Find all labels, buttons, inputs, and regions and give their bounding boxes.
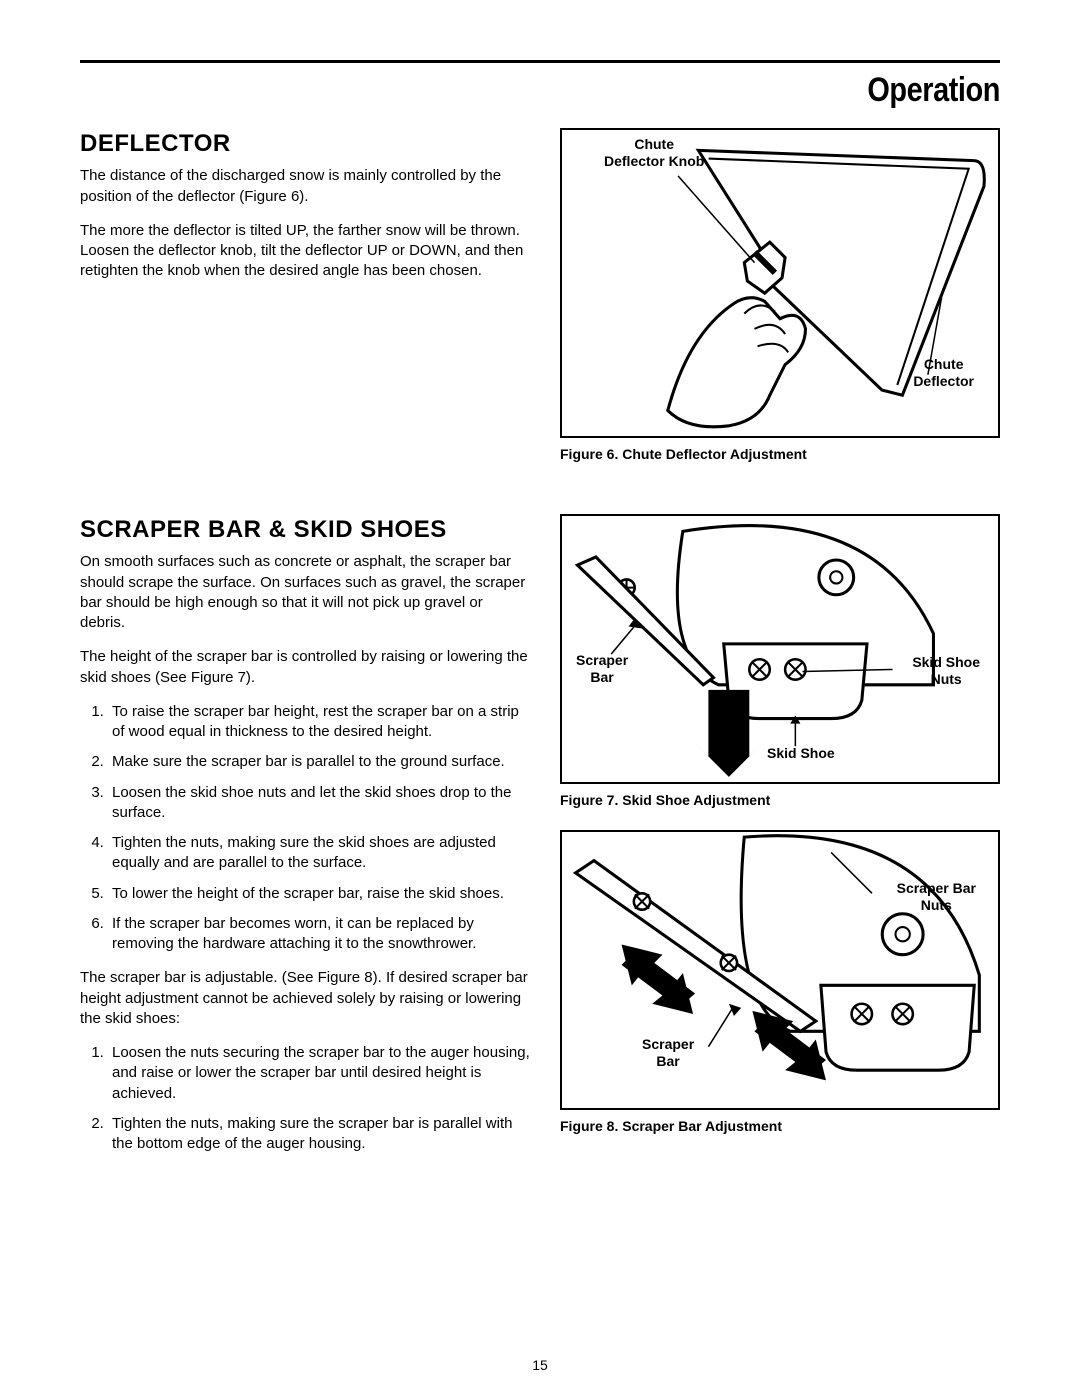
figure-6-illustration <box>562 130 998 436</box>
top-rule <box>80 60 1000 63</box>
figure-7-box: Scraper Bar Skid Shoe Nuts Skid Shoe <box>560 514 1000 784</box>
scraper-p1: On smooth surfaces such as concrete or a… <box>80 552 530 633</box>
figure-7-illustration <box>562 516 998 782</box>
deflector-text-col: DEFLECTOR The distance of the discharged… <box>80 128 530 484</box>
figure-7-caption: Figure 7. Skid Shoe Adjustment <box>560 792 1000 808</box>
fig7-scraper-l1: Scraper <box>576 652 628 668</box>
fig6-def-l2: Deflector <box>913 373 974 389</box>
figure-6-box: Chute Deflector Knob Chute Deflector <box>560 128 1000 438</box>
fig8-nuts-l2: Nuts <box>921 897 952 913</box>
fig8-scraper-l1: Scraper <box>642 1036 694 1052</box>
scraper-l1-i5: To lower the height of the scraper bar, … <box>108 884 530 904</box>
scraper-heading: SCRAPER BAR & SKID SHOES <box>80 514 530 546</box>
fig6-deflector-label: Chute Deflector <box>913 356 974 390</box>
scraper-l2-i2: Tighten the nuts, making sure the scrape… <box>108 1114 530 1155</box>
fig7-nuts-l1: Skid Shoe <box>912 654 980 670</box>
scraper-block: SCRAPER BAR & SKID SHOES On smooth surfa… <box>80 514 1000 1168</box>
fig6-knob-l2: Deflector Knob <box>604 153 704 169</box>
fig8-nuts-l1: Scraper Bar <box>897 880 976 896</box>
deflector-block: DEFLECTOR The distance of the discharged… <box>80 128 1000 484</box>
scraper-l2-i1: Loosen the nuts securing the scraper bar… <box>108 1043 530 1104</box>
fig8-scraper-l2: Bar <box>656 1053 679 1069</box>
figures-7-8-col: Scraper Bar Skid Shoe Nuts Skid Shoe Fig… <box>560 514 1000 1168</box>
scraper-l1-i1: To raise the scraper bar height, rest th… <box>108 702 530 743</box>
scraper-p2: The height of the scraper bar is control… <box>80 647 530 688</box>
figure-8-illustration <box>562 832 998 1108</box>
scraper-l1-i4: Tighten the nuts, making sure the skid s… <box>108 833 530 874</box>
figure-6-caption: Figure 6. Chute Deflector Adjustment <box>560 446 1000 462</box>
fig6-def-l1: Chute <box>924 356 964 372</box>
fig7-nuts-l2: Nuts <box>931 671 962 687</box>
deflector-p2: The more the deflector is tilted UP, the… <box>80 221 530 282</box>
scraper-list-1: To raise the scraper bar height, rest th… <box>80 702 530 955</box>
fig8-nuts-label: Scraper Bar Nuts <box>897 880 976 914</box>
fig7-scraper-label: Scraper Bar <box>576 652 628 686</box>
fig7-scraper-l2: Bar <box>590 669 613 685</box>
section-title: Operation <box>218 71 1000 110</box>
scraper-list-2: Loosen the nuts securing the scraper bar… <box>80 1043 530 1154</box>
fig7-nuts-label: Skid Shoe Nuts <box>912 654 980 688</box>
fig7-shoe-label: Skid Shoe <box>767 745 835 762</box>
fig6-knob-l1: Chute <box>634 136 674 152</box>
scraper-text-col: SCRAPER BAR & SKID SHOES On smooth surfa… <box>80 514 530 1168</box>
figure-6-col: Chute Deflector Knob Chute Deflector Fig… <box>560 128 1000 484</box>
page-number: 15 <box>0 1357 1080 1373</box>
fig6-knob-label: Chute Deflector Knob <box>604 136 704 170</box>
fig8-scraper-label: Scraper Bar <box>642 1036 694 1070</box>
scraper-l1-i3: Loosen the skid shoe nuts and let the sk… <box>108 783 530 824</box>
deflector-p1: The distance of the discharged snow is m… <box>80 166 530 207</box>
scraper-l1-i6: If the scraper bar becomes worn, it can … <box>108 914 530 955</box>
scraper-l1-i2: Make sure the scraper bar is parallel to… <box>108 752 530 772</box>
deflector-heading: DEFLECTOR <box>80 128 530 160</box>
figure-8-box: Scraper Bar Nuts Scraper Bar <box>560 830 1000 1110</box>
figure-8-caption: Figure 8. Scraper Bar Adjustment <box>560 1118 1000 1134</box>
scraper-p3: The scraper bar is adjustable. (See Figu… <box>80 968 530 1029</box>
